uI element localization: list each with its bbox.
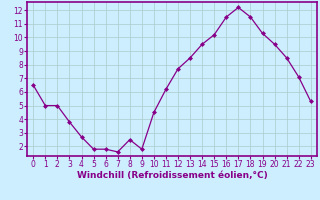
X-axis label: Windchill (Refroidissement éolien,°C): Windchill (Refroidissement éolien,°C) — [76, 171, 268, 180]
